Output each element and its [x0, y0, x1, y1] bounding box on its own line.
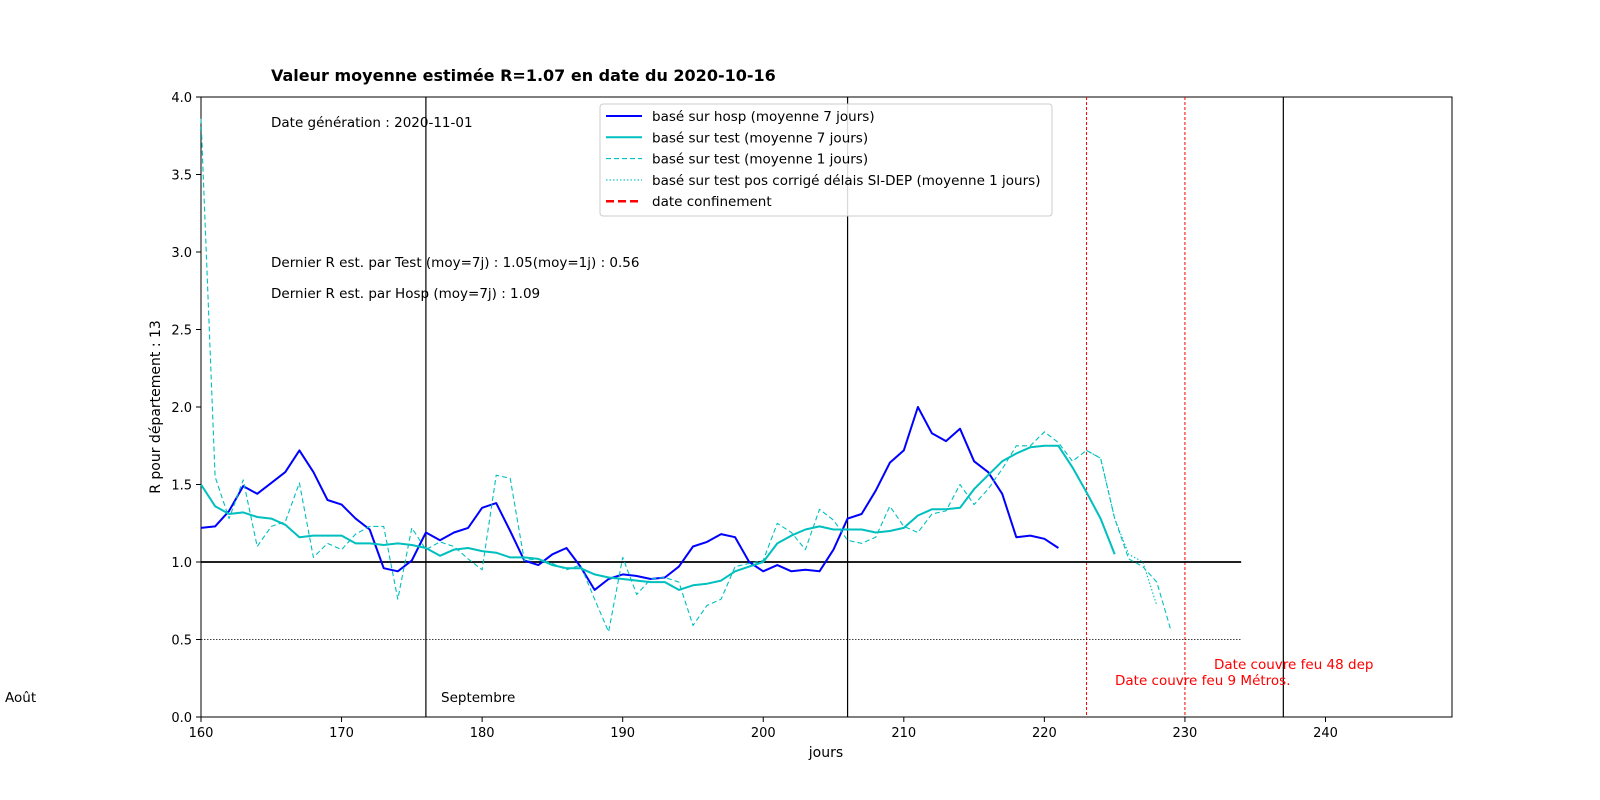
y-tick-label: 0.0 [171, 711, 192, 726]
y-axis-ticks: 0.0 0.5 1.0 1.5 2.0 2.5 3.0 3.5 4.0 [171, 91, 201, 726]
y-tick-label: 0.5 [171, 634, 192, 649]
last-r-test-annotation: Dernier R est. par Test (moy=7j) : 1.05(… [271, 255, 639, 271]
series-lines [200, 118, 1172, 633]
couvre-feu-9-annotation: Date couvre feu 9 Métros. [1115, 673, 1291, 689]
y-tick-label: 3.0 [171, 246, 192, 261]
y-tick-label: 1.0 [171, 556, 192, 571]
x-tick-label: 230 [1173, 726, 1198, 741]
chart-title: Valeur moyenne estimée R=1.07 en date du… [271, 66, 776, 85]
series-line-3 [200, 118, 1172, 633]
legend-label: date confinement [652, 194, 772, 210]
series-line-2 [200, 444, 1116, 591]
x-tick-label: 240 [1313, 726, 1338, 741]
legend-label: basé sur test pos corrigé délais SI-DEP … [652, 173, 1040, 189]
month-label-septembre: Septembre [441, 690, 515, 706]
series-line-1 [200, 406, 1059, 591]
x-tick-label: 200 [751, 726, 776, 741]
x-axis-ticks: 160 170 180 190 200 210 220 230 240 [189, 717, 1338, 741]
y-tick-label: 1.5 [171, 479, 192, 494]
date-generation-annotation: Date génération : 2020-11-01 [271, 115, 473, 131]
last-r-hosp-annotation: Dernier R est. par Hosp (moy=7j) : 1.09 [271, 286, 540, 302]
x-tick-label: 210 [891, 726, 916, 741]
month-label-aout: Août [5, 690, 36, 706]
y-tick-label: 2.0 [171, 401, 192, 416]
x-tick-label: 170 [329, 726, 354, 741]
legend: basé sur hosp (moyenne 7 jours) basé sur … [599, 103, 1053, 217]
x-tick-label: 220 [1032, 726, 1057, 741]
legend-label: basé sur hosp (moyenne 7 jours) [652, 109, 875, 125]
couvre-feu-48-annotation: Date couvre feu 48 dep [1214, 657, 1373, 673]
y-tick-label: 2.5 [171, 324, 192, 339]
legend-label: basé sur test (moyenne 1 jours) [652, 152, 868, 168]
legend-box [599, 103, 1053, 217]
reference-lines [201, 97, 1284, 717]
x-tick-label: 190 [610, 726, 635, 741]
series-line-4 [1086, 449, 1158, 606]
y-axis-label: R pour département : 13 [148, 320, 164, 494]
y-tick-label: 4.0 [171, 91, 192, 106]
y-tick-label: 3.5 [171, 169, 192, 184]
x-axis-label: jours [808, 745, 843, 761]
x-tick-label: 160 [189, 726, 214, 741]
legend-label: basé sur test (moyenne 7 jours) [652, 130, 868, 146]
x-tick-label: 180 [470, 726, 495, 741]
